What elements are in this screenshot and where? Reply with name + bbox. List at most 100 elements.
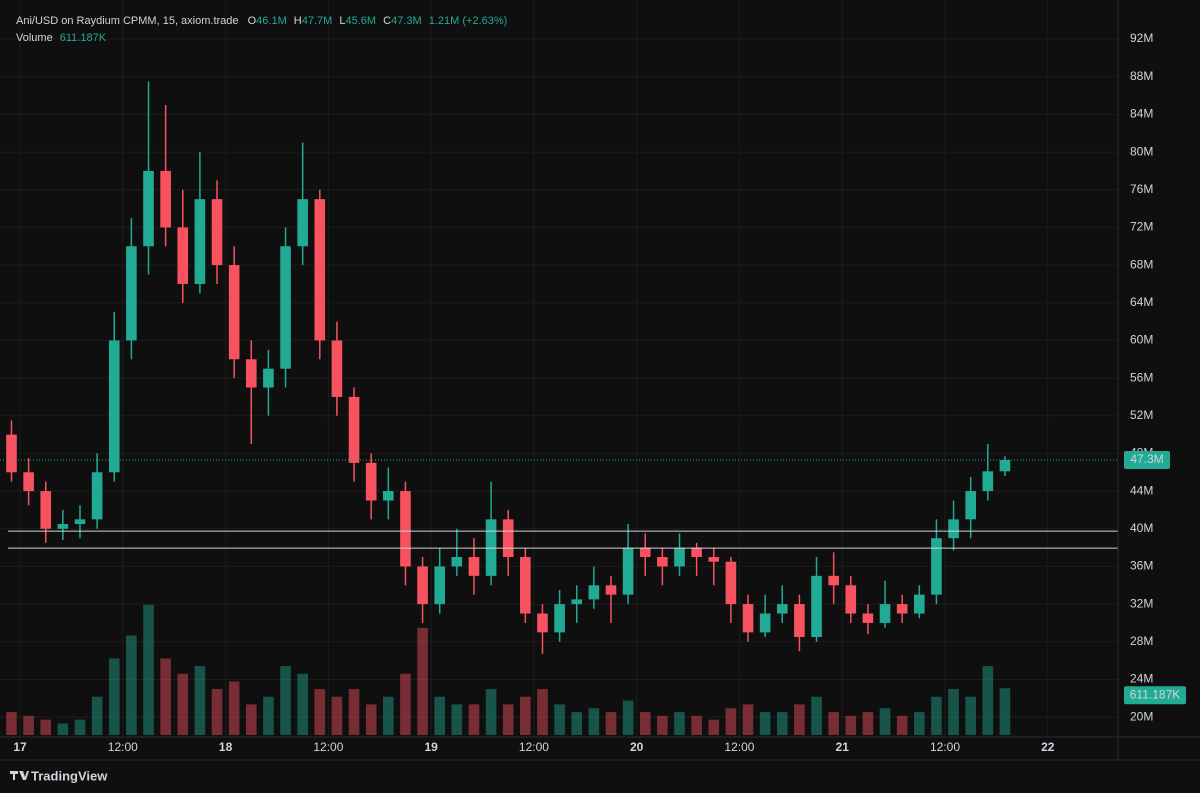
candle-body xyxy=(982,471,994,492)
volume-bar xyxy=(588,708,600,735)
y-tick-label: 32M xyxy=(1130,596,1153,610)
volume-bar xyxy=(931,696,942,735)
candle-body xyxy=(280,246,291,369)
ohlc-value: 45.6M xyxy=(346,15,377,27)
x-tick-label: 21 xyxy=(836,740,850,754)
last-price-label: 47.3M xyxy=(1130,452,1163,466)
brand-logo xyxy=(10,771,29,780)
volume-value: 611.187K xyxy=(60,32,107,44)
candle-body xyxy=(160,170,171,228)
volume-bar xyxy=(194,666,206,735)
candle-body xyxy=(143,170,154,247)
candle-body xyxy=(794,604,805,638)
grid xyxy=(0,0,1118,737)
candle-body xyxy=(6,434,17,473)
volume-bar xyxy=(468,704,480,735)
candle-body xyxy=(965,491,977,520)
volume-bar xyxy=(879,708,891,735)
candle-body xyxy=(451,557,463,567)
volume-bar xyxy=(6,712,17,735)
candle-body xyxy=(828,575,839,586)
candle-body xyxy=(725,561,737,605)
volume-bar xyxy=(708,719,720,735)
chart-title: Ani/USD on Raydium CPMM, 15, axiom.trade xyxy=(16,15,239,27)
candle-body xyxy=(91,472,103,520)
candle-body xyxy=(74,519,86,525)
volume-bar xyxy=(280,666,291,735)
candle-body xyxy=(759,613,771,633)
volume-bar xyxy=(674,712,685,735)
volume-bar xyxy=(365,704,377,735)
volume-bar xyxy=(622,700,634,735)
x-tick-label: 20 xyxy=(630,740,644,754)
volume-bar xyxy=(862,712,874,735)
y-tick-label: 72M xyxy=(1130,220,1153,234)
volume-bar xyxy=(228,681,240,735)
x-tick-label: 18 xyxy=(219,740,233,754)
ohlc-label: O xyxy=(248,15,257,27)
candle-body xyxy=(263,368,274,388)
candle-body xyxy=(194,199,206,284)
volume-bar xyxy=(605,712,617,735)
volume-bar xyxy=(828,712,839,735)
candle-body xyxy=(434,566,446,605)
x-tick-label: 12:00 xyxy=(930,740,960,754)
volume-bar xyxy=(776,712,788,735)
volume-bar xyxy=(434,696,446,735)
volume-bar xyxy=(485,689,497,735)
volume-bar xyxy=(245,704,257,735)
volume-bar xyxy=(451,704,463,735)
candle-body xyxy=(383,491,394,501)
volume-bar xyxy=(982,666,994,735)
y-tick-label: 36M xyxy=(1130,559,1153,573)
y-tick-label: 44M xyxy=(1130,483,1153,497)
candle-body xyxy=(23,472,34,492)
volume-bar xyxy=(999,688,1011,735)
candle-body xyxy=(314,199,326,341)
volume-bar xyxy=(794,704,805,735)
candle-body xyxy=(57,524,69,529)
candle-body xyxy=(126,246,137,341)
candle-body xyxy=(468,557,480,576)
candle-body xyxy=(708,557,720,562)
volume-bar xyxy=(314,689,326,735)
candle-body xyxy=(400,491,411,567)
last-price-tag xyxy=(1124,451,1170,470)
volume-bar xyxy=(74,719,86,735)
y-tick-label: 52M xyxy=(1130,408,1153,422)
y-tick-label: 88M xyxy=(1130,69,1153,83)
volume-bar xyxy=(348,689,360,735)
axes: 20M24M28M32M36M40M44M48M52M56M60M64M68M7… xyxy=(13,31,1186,754)
volume-bar xyxy=(331,696,343,735)
x-tick-label: 17 xyxy=(13,740,27,754)
volume-bar xyxy=(537,689,548,735)
candle-body xyxy=(948,519,959,539)
volume-bar xyxy=(211,689,223,735)
volume-bar xyxy=(896,715,908,735)
y-tick-label: 40M xyxy=(1130,521,1153,535)
volume-bar xyxy=(502,704,514,735)
candle-body xyxy=(691,547,702,558)
volume-bar xyxy=(742,704,754,735)
y-tick-label: 64M xyxy=(1130,295,1153,309)
volume-bar xyxy=(948,689,959,735)
candle-body xyxy=(742,604,754,633)
volume-bar xyxy=(554,704,565,735)
brand[interactable]: TradingView xyxy=(31,768,108,783)
plot xyxy=(0,81,1118,735)
y-tick-label: 84M xyxy=(1130,107,1153,121)
candle-body xyxy=(999,460,1011,472)
ohlc-value: 47.7M xyxy=(302,15,333,27)
candle-body xyxy=(297,199,308,247)
volume-bar xyxy=(297,673,308,735)
volume-tag-label: 611.187K xyxy=(1130,687,1181,701)
candle-body xyxy=(931,538,942,595)
volume-bar xyxy=(657,715,668,735)
candle-body xyxy=(862,613,874,623)
volume-bar xyxy=(108,658,120,735)
candle-body xyxy=(417,566,428,605)
candle-body xyxy=(639,547,651,558)
